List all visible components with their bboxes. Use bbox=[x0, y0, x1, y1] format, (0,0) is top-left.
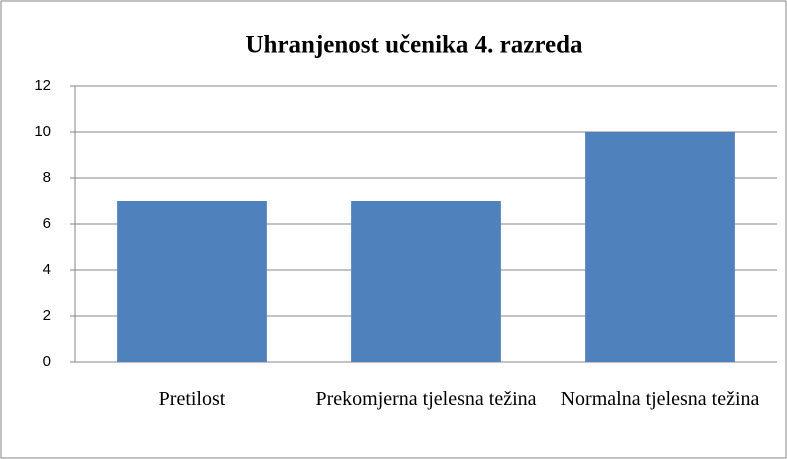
y-tick-label: 4 bbox=[43, 261, 51, 278]
x-tick-label: Normalna tjelesna težina bbox=[560, 388, 760, 410]
y-tick-label: 6 bbox=[43, 215, 51, 232]
x-tick-label: Pretilost bbox=[158, 388, 226, 410]
y-tick-label: 12 bbox=[34, 77, 51, 94]
bar bbox=[117, 201, 267, 362]
bar bbox=[351, 201, 501, 362]
y-tick-label: 8 bbox=[43, 169, 51, 186]
x-tick-label: Prekomjerna tjelesna težina bbox=[315, 388, 537, 410]
bar bbox=[585, 132, 735, 362]
chart-title: Uhranjenost učenika 4. razreda bbox=[245, 32, 583, 59]
y-tick-label: 2 bbox=[43, 307, 51, 324]
y-tick-label: 0 bbox=[43, 353, 51, 370]
y-tick-label: 10 bbox=[34, 123, 51, 140]
